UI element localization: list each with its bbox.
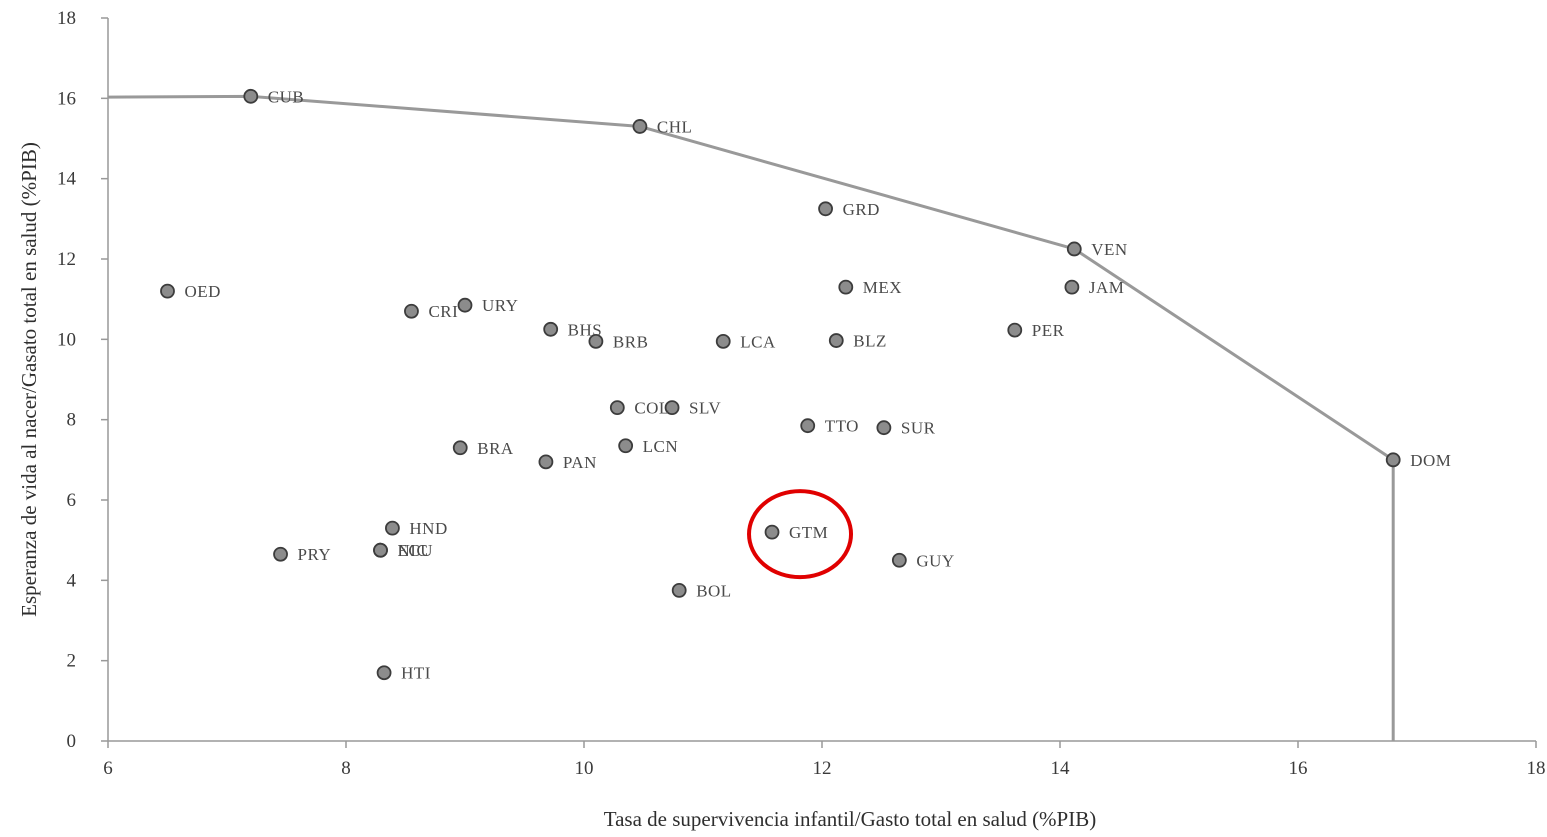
- data-point-bra: [452, 440, 468, 456]
- data-point-hti: [376, 665, 392, 681]
- data-point-cri: [404, 303, 419, 319]
- x-tick-label: 14: [1051, 758, 1071, 779]
- data-point-slv: [664, 400, 680, 416]
- y-tick-label: 6: [67, 490, 77, 511]
- point-label-ecu: ECU: [398, 541, 434, 560]
- x-axis-title: Tasa de supervivencia infantil/Gasto tot…: [604, 807, 1096, 831]
- point-label-cub: CUB: [268, 87, 304, 106]
- data-point-grd: [818, 201, 833, 217]
- data-point-mex: [838, 279, 854, 295]
- highlight-circle: [747, 489, 854, 580]
- y-tick-label: 8: [67, 410, 77, 431]
- point-label-cri: CRI: [428, 302, 458, 321]
- axes: [107, 18, 1536, 742]
- x-tick-label: 10: [575, 758, 594, 779]
- point-label-pan: PAN: [563, 453, 597, 472]
- point-label-slv: SLV: [689, 399, 721, 418]
- point-label-mex: MEX: [863, 278, 902, 297]
- frontier-line: [107, 94, 1395, 741]
- point-label-lca: LCA: [740, 332, 776, 351]
- data-point-lcn: [618, 438, 634, 454]
- point-label-tto: TTO: [825, 417, 859, 436]
- point-label-gtm: GTM: [789, 523, 828, 542]
- y-axis-title: Esperanza de vida al nacer/Gasato total …: [17, 142, 41, 617]
- point-label-bol: BOL: [696, 581, 732, 600]
- data-point-blz: [828, 333, 844, 348]
- data-point-bhs: [543, 321, 559, 337]
- point-label-hti: HTI: [401, 664, 431, 683]
- point-label-jam: JAM: [1089, 278, 1125, 297]
- y-tick-label: 18: [57, 8, 76, 29]
- point-label-hnd: HND: [409, 519, 447, 538]
- data-point-per: [1007, 322, 1023, 338]
- data-point-chl: [632, 119, 648, 134]
- point-labels-layer: CUB CHL GRD VEN OED MEX JAM CRI URY BHS BRB LCA BLZ P…: [185, 87, 1451, 683]
- y-tick-label: 4: [67, 570, 77, 591]
- point-label-ven: VEN: [1091, 240, 1127, 259]
- data-point-sur: [876, 420, 892, 436]
- highlight-layer: [747, 489, 854, 580]
- y-axis-ticks: 0 2 4 6 8 10 12 14 16 18: [57, 8, 108, 752]
- data-point-lca: [715, 333, 731, 349]
- point-label-nic: NIC: [398, 541, 429, 560]
- data-point-brb: [588, 333, 604, 349]
- point-label-chl: CHL: [657, 117, 693, 136]
- y-tick-label: 16: [57, 88, 76, 109]
- points-layer: [160, 88, 1401, 681]
- x-tick-label: 12: [813, 758, 832, 779]
- point-label-bhs: BHS: [568, 320, 603, 339]
- point-label-col: COL: [634, 399, 670, 418]
- point-label-oed: OED: [185, 282, 221, 301]
- point-label-pry: PRY: [298, 545, 332, 564]
- y-tick-label: 10: [57, 329, 76, 350]
- data-point-ury: [457, 297, 473, 313]
- data-point-tto: [800, 418, 816, 434]
- data-point-gtm: [764, 524, 780, 540]
- x-tick-label: 16: [1289, 758, 1308, 779]
- x-axis-ticks: 6 8 10 12 14 16 18: [103, 741, 1546, 779]
- frontier-layer: [107, 94, 1395, 741]
- data-point-ecu: [373, 542, 388, 558]
- x-tick-label: 6: [103, 758, 113, 779]
- data-point-hnd: [385, 520, 400, 536]
- point-label-per: PER: [1032, 321, 1065, 340]
- x-tick-label: 18: [1527, 758, 1546, 779]
- point-label-blz: BLZ: [853, 332, 887, 351]
- data-point-pan: [538, 454, 554, 470]
- data-point-cub: [243, 88, 259, 104]
- point-label-brb: BRB: [613, 332, 649, 351]
- point-label-lcn: LCN: [643, 437, 679, 456]
- y-tick-label: 2: [67, 651, 77, 672]
- data-point-pry: [273, 546, 288, 562]
- point-label-bra: BRA: [477, 439, 514, 458]
- point-label-sur: SUR: [901, 419, 936, 438]
- data-point-jam: [1064, 279, 1080, 295]
- point-label-ury: URY: [482, 296, 518, 315]
- data-point-bol: [671, 582, 687, 598]
- data-point-guy: [891, 552, 907, 568]
- y-tick-label: 0: [67, 731, 77, 752]
- point-label-dom: DOM: [1410, 451, 1451, 470]
- point-label-grd: GRD: [843, 200, 880, 219]
- x-tick-label: 8: [341, 758, 351, 779]
- data-point-col: [609, 400, 625, 416]
- point-label-guy: GUY: [916, 551, 954, 570]
- data-point-oed: [160, 283, 175, 299]
- data-point-dom: [1385, 452, 1401, 468]
- data-point-ven: [1066, 241, 1082, 257]
- y-tick-label: 12: [57, 249, 76, 270]
- y-tick-label: 14: [57, 169, 77, 190]
